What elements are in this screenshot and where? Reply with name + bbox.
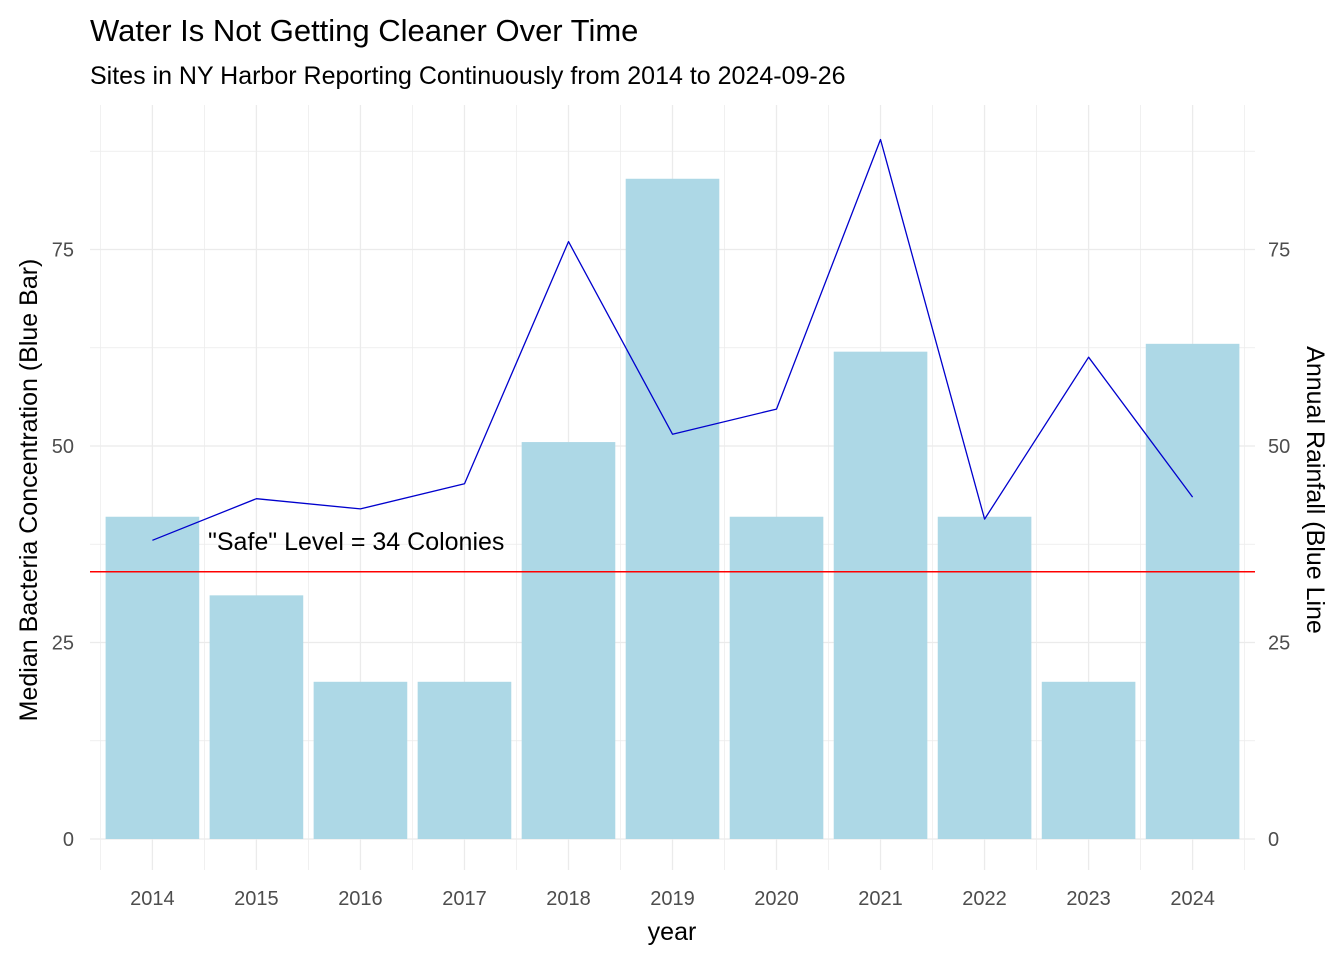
y2-tick-label: 75 bbox=[1268, 240, 1290, 262]
x-tick-label: 2016 bbox=[338, 888, 383, 910]
bars bbox=[105, 178, 1240, 839]
rainfall-line bbox=[152, 138, 1194, 541]
bar-2021 bbox=[833, 351, 928, 839]
y-tick-label: 0 bbox=[63, 829, 74, 851]
y2-tick-label: 0 bbox=[1268, 829, 1279, 851]
x-tick-label: 2017 bbox=[442, 888, 487, 910]
bar-2019 bbox=[625, 178, 720, 839]
bar-2024 bbox=[1145, 343, 1240, 839]
x-tick-label: 2018 bbox=[546, 888, 591, 910]
bar-2016 bbox=[313, 681, 408, 839]
reference-line-group: "Safe" Level = 34 Colonies bbox=[90, 528, 1255, 573]
chart-subtitle: Sites in NY Harbor Reporting Continuousl… bbox=[90, 62, 846, 90]
y-tick-label: 50 bbox=[52, 436, 74, 458]
y-tick-label: 25 bbox=[52, 633, 74, 655]
bar-2015 bbox=[209, 595, 304, 839]
x-tick-label: 2014 bbox=[130, 888, 175, 910]
x-tick-label: 2020 bbox=[754, 888, 799, 910]
rainfall-line-group bbox=[152, 138, 1194, 541]
x-tick-label: 2015 bbox=[234, 888, 279, 910]
y-axis-title: Median Bacteria Concentration (Blue Bar) bbox=[15, 259, 43, 722]
y2-tick-label: 50 bbox=[1268, 436, 1290, 458]
safe-level-label: "Safe" Level = 34 Colonies bbox=[208, 528, 504, 556]
axes: 0 25 50 75 0 25 50 75 2014 2015 2016 2017 2018 2019 20… bbox=[52, 240, 1291, 911]
x-tick-label: 2023 bbox=[1066, 888, 1111, 910]
bar-2023 bbox=[1041, 681, 1136, 839]
bar-2022 bbox=[937, 516, 1032, 839]
bar-2017 bbox=[417, 681, 512, 839]
bar-2018 bbox=[521, 442, 616, 839]
x-axis-title: year bbox=[648, 918, 697, 946]
chart-title: Water Is Not Getting Cleaner Over Time bbox=[90, 13, 638, 48]
y-tick-label: 75 bbox=[52, 240, 74, 262]
y2-tick-label: 25 bbox=[1268, 633, 1290, 655]
x-tick-label: 2021 bbox=[858, 888, 903, 910]
y2-axis-title: Annual Rainfall (Blue Line bbox=[1301, 346, 1329, 634]
bar-2014 bbox=[105, 516, 200, 839]
bar-2020 bbox=[729, 516, 824, 839]
x-tick-label: 2022 bbox=[962, 888, 1007, 910]
x-tick-label: 2019 bbox=[650, 888, 695, 910]
x-tick-label: 2024 bbox=[1170, 888, 1215, 910]
